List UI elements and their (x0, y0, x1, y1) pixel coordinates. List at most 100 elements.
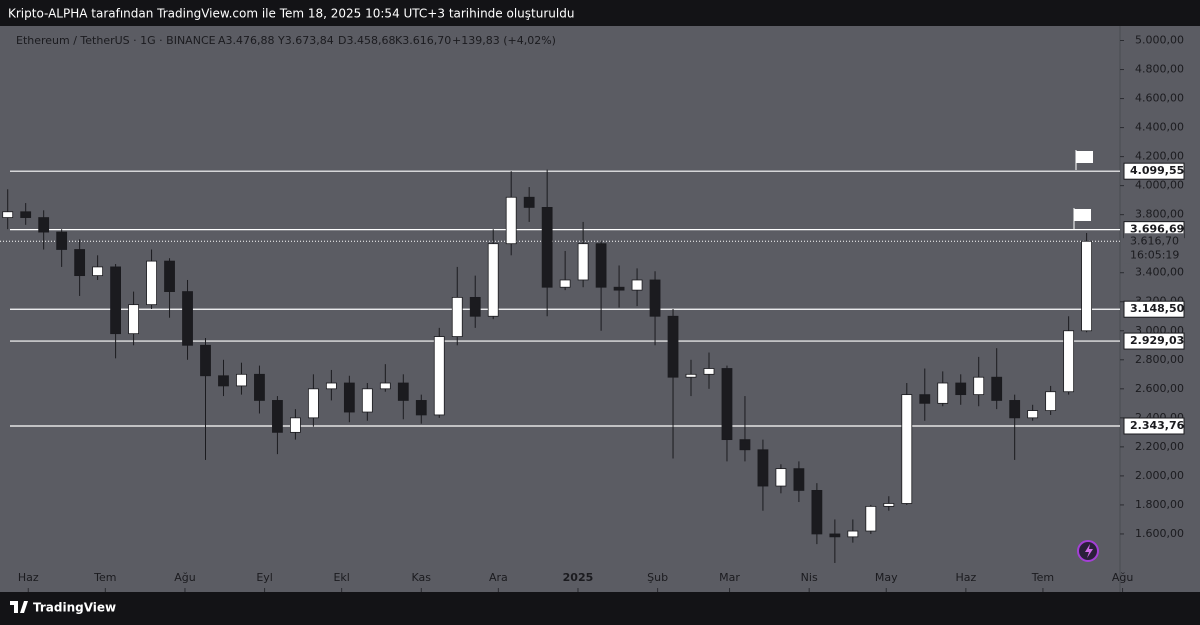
x-tick-label: Ağu (1112, 571, 1133, 584)
candle-body (20, 211, 32, 218)
level-label: 3.696,69 (1130, 223, 1184, 236)
y-tick-label: 1.800,00 (1135, 498, 1184, 511)
candle-body (631, 279, 643, 291)
x-tick-label: Ara (489, 571, 508, 584)
level-label: 2.343,76 (1130, 419, 1185, 432)
candle-body (595, 243, 607, 288)
level-box (1123, 162, 1185, 180)
alert-icon[interactable] (1077, 540, 1099, 562)
candle-body (1027, 410, 1039, 419)
x-tick-label: Nis (801, 571, 818, 584)
candle-body (721, 368, 733, 441)
candle-body (937, 382, 949, 404)
y-tick-label: 3.400,00 (1135, 266, 1184, 279)
close: K3.616,70 (395, 34, 451, 47)
candle-body (1063, 330, 1075, 393)
candle-body (541, 207, 553, 288)
candle-body (523, 196, 535, 208)
level-label: 3.148,50 (1130, 302, 1185, 315)
candle-body (757, 449, 769, 487)
candle-body (200, 344, 211, 377)
countdown: 16:05:19 (1130, 248, 1179, 261)
level-label: 4.099,55 (1130, 164, 1184, 177)
y-tick-label: 2.600,00 (1135, 382, 1184, 395)
y-tick-label: 4.600,00 (1135, 92, 1184, 105)
candle-body (325, 382, 337, 390)
x-tick-label: Mar (719, 571, 740, 584)
open: A3.476,88 (218, 34, 275, 47)
x-tick-label: May (875, 571, 898, 584)
candle-body (577, 243, 589, 281)
candle-body (1009, 400, 1021, 419)
level-box (1123, 417, 1185, 435)
candle-body (613, 286, 625, 291)
x-tick-label: Şub (647, 571, 668, 584)
candle-body (487, 243, 499, 317)
candle-body (397, 382, 409, 401)
candle-body (703, 368, 715, 375)
flags (1073, 150, 1093, 230)
candle-body (775, 468, 787, 487)
candle-body (56, 231, 68, 250)
symbol: Ethereum / TetherUS · 1G · BINANCE (16, 34, 216, 47)
x-tick-label: Tem (93, 571, 116, 584)
candle-body (955, 382, 967, 396)
candle-body (379, 382, 391, 390)
candle-body (254, 373, 265, 401)
y-tick-label: 3.800,00 (1135, 208, 1184, 221)
y-tick-label: 2.800,00 (1135, 353, 1184, 366)
candle-body (973, 376, 985, 396)
level-label: 2.929,03 (1130, 334, 1184, 347)
candle-body (74, 249, 86, 277)
candle-body (1081, 240, 1093, 332)
candle-body (505, 196, 517, 245)
level-box (1123, 300, 1185, 318)
y-tick-label: 2.000,00 (1135, 469, 1184, 482)
y-tick-label: 5.000,00 (1135, 34, 1184, 47)
candle-body (146, 260, 157, 306)
candle-body (128, 304, 139, 335)
candle-body (451, 296, 463, 337)
x-tick-label: Haz (18, 571, 39, 584)
candle-body (92, 266, 104, 277)
candle-body (218, 375, 229, 387)
candle-body (685, 373, 697, 378)
candle-body (793, 468, 805, 491)
change: +139,83 (+4,02%) (452, 34, 556, 47)
candle-body (901, 394, 913, 504)
y-tick-label: 4.400,00 (1135, 121, 1184, 134)
candle-body (559, 279, 571, 288)
y-tick-label: 4.000,00 (1135, 179, 1184, 192)
x-tick-label: Ekl (333, 571, 349, 584)
candle-body (2, 211, 14, 218)
candle-body (415, 400, 427, 416)
candle-body (865, 505, 877, 532)
level-box (1123, 332, 1185, 350)
candle-body (307, 388, 319, 419)
x-tick-label: Tem (1031, 571, 1054, 584)
low: D3.458,68 (338, 34, 395, 47)
last-price-label: 3.616,70 (1130, 234, 1179, 247)
candle-body (343, 382, 355, 413)
last-price-box (1124, 233, 1184, 264)
candle-body (1045, 391, 1057, 411)
candle-body (811, 490, 823, 535)
candle-body (361, 388, 373, 413)
candle-body (883, 503, 895, 507)
candle-body (164, 260, 175, 292)
candle-body (469, 296, 481, 317)
candle-body (110, 266, 121, 335)
candle-body (667, 315, 679, 378)
y-tick-label: 2.200,00 (1135, 440, 1184, 453)
candle-body (829, 533, 841, 538)
candle-body (290, 417, 301, 433)
x-tick-label: Eyl (256, 571, 273, 584)
y-tick-label: 1.600,00 (1135, 527, 1184, 540)
x-tick-label: Haz (955, 571, 976, 584)
candle-body (739, 439, 751, 451)
candle-body (236, 373, 247, 387)
brand: TradingView (33, 601, 116, 615)
y-tick-label: 4.800,00 (1135, 63, 1184, 76)
logo (10, 601, 28, 613)
